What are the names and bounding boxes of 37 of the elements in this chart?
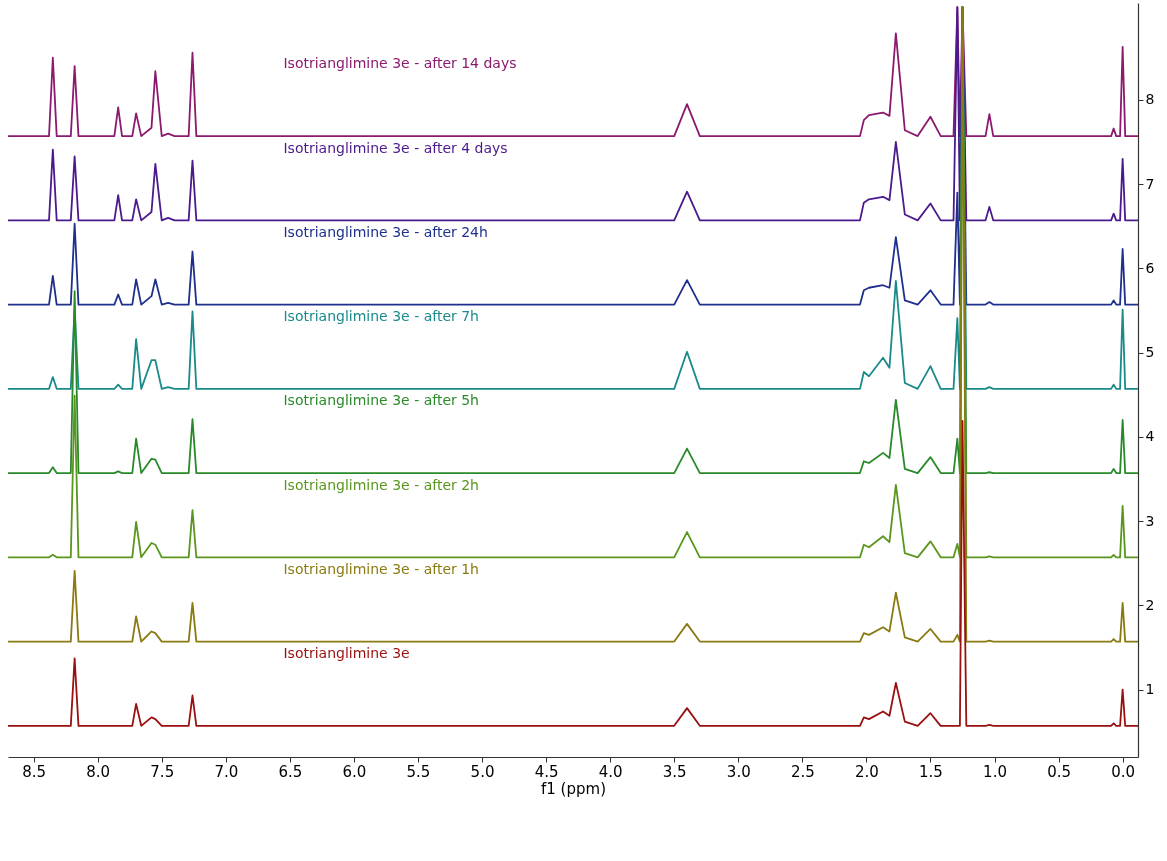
- text: Isotrianglimine 3e - after 1h: [283, 560, 479, 577]
- x-tick-label: 4.5: [534, 762, 559, 781]
- x-axis-title: f1 (ppm): [541, 779, 606, 798]
- x-tick-label: 6.5: [278, 762, 303, 781]
- text: Isotrianglimine 3e - after 4 days: [283, 139, 508, 156]
- y-tick-label: 4: [1145, 428, 1155, 445]
- x-tick-label: 0.5: [1047, 762, 1071, 781]
- x-tick-label: 7.0: [214, 762, 239, 781]
- x-tick-label: 0.0: [1111, 762, 1136, 781]
- text: Isotrianglimine 3e - after 2h: [283, 476, 479, 493]
- x-tick-label: 4.0: [598, 762, 623, 781]
- x-tick-label: 5.0: [470, 762, 495, 781]
- line-series: [8, 419, 1138, 727]
- line-series: [8, 6, 1138, 222]
- text: Isotrianglimine 3e - after 24h: [283, 223, 488, 240]
- x-tick-label: 3.5: [662, 762, 687, 781]
- x-tick-label: 1.5: [919, 762, 943, 781]
- y-tick-label: 5: [1145, 344, 1155, 361]
- x-tick-label: 3.0: [726, 762, 751, 781]
- text: Isotrianglimine 3e - after 14 days: [283, 55, 517, 72]
- y-tick-label: 3: [1145, 512, 1155, 529]
- y-tick-label: 7: [1145, 175, 1155, 192]
- x-tick-label: 2.5: [790, 762, 815, 781]
- text: Isotrianglimine 3e - after 7h: [283, 308, 479, 325]
- x-tick-label: 6.0: [342, 762, 367, 781]
- y-tick-label: 6: [1145, 259, 1155, 276]
- x-tick-label: 1.0: [983, 762, 1007, 781]
- x-tick-label: 7.5: [150, 762, 175, 781]
- y-tick-label: 2: [1145, 596, 1155, 613]
- text: Isotrianglimine 3e - after 5h: [283, 392, 479, 409]
- x-tick-label: 8.5: [22, 762, 47, 781]
- x-tick-label: 5.5: [406, 762, 431, 781]
- text: Isotrianglimine 3e: [283, 645, 410, 662]
- y-tick-label: 8: [1145, 91, 1155, 108]
- x-tick-label: 8.0: [86, 762, 111, 781]
- y-tick-label: 1: [1145, 681, 1155, 698]
- x-tick-label: 2.0: [854, 762, 879, 781]
